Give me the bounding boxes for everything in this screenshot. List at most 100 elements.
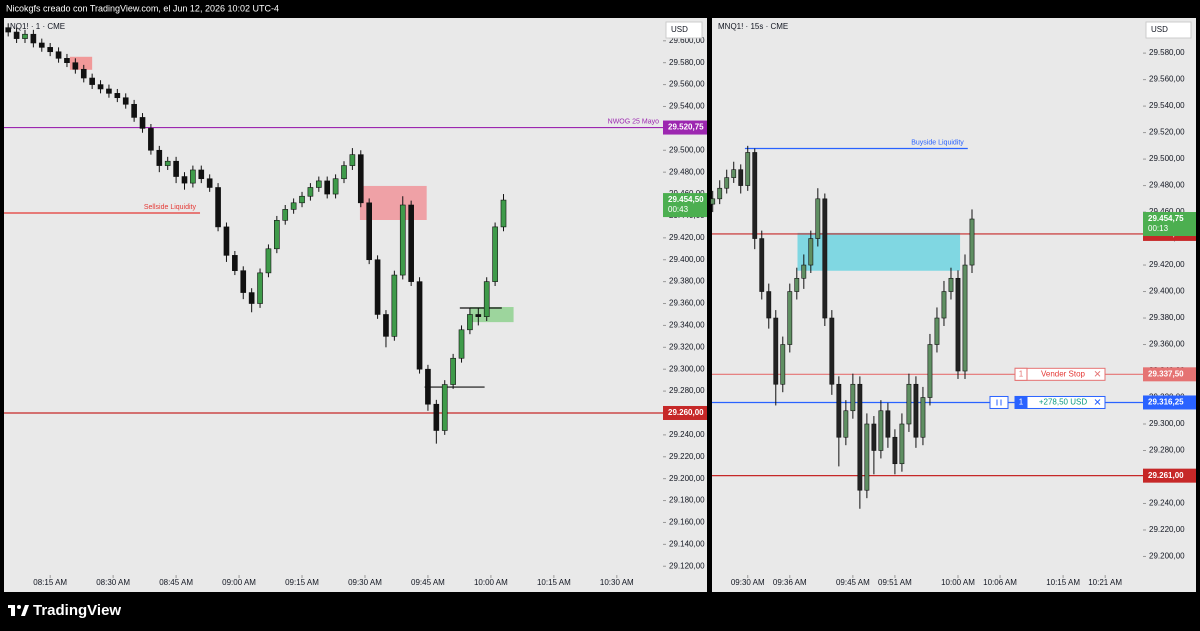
candle-body xyxy=(190,169,196,184)
y-tick-label: 29.280,00 xyxy=(1149,446,1185,455)
y-tick-label: 29.580,00 xyxy=(669,58,705,67)
order-text: Vender Stop xyxy=(1041,369,1086,378)
candle-body xyxy=(307,187,314,197)
plot xyxy=(4,23,663,444)
candle-body xyxy=(731,169,737,178)
candle-body xyxy=(458,329,465,359)
candle-body xyxy=(106,88,112,94)
candle-body xyxy=(248,292,255,304)
candle-body xyxy=(215,187,221,228)
order-qty: 1 xyxy=(1019,398,1024,407)
y-tick-label: 29.580,00 xyxy=(1149,48,1185,57)
candle-body xyxy=(829,317,835,385)
price-label: 29.260,00 xyxy=(668,408,704,417)
candle-body xyxy=(349,154,356,166)
y-tick-label: 29.380,00 xyxy=(669,277,705,286)
y-tick-label: 29.400,00 xyxy=(669,255,705,264)
candle-body xyxy=(164,160,171,166)
candle-body xyxy=(139,117,146,129)
y-tick-label: 29.400,00 xyxy=(1149,287,1185,296)
y-tick-label: 29.160,00 xyxy=(669,518,705,527)
candle-body xyxy=(97,84,104,90)
currency: USD xyxy=(671,25,688,34)
candle-body xyxy=(383,314,389,337)
y-tick-label: 29.480,00 xyxy=(1149,181,1185,190)
candle-body xyxy=(64,58,70,63)
y-tick-label: 29.600,00 xyxy=(669,36,705,45)
candle-body xyxy=(89,77,95,85)
candle-body xyxy=(962,264,968,372)
brand: TradingView xyxy=(33,602,121,619)
y-tick-label: 29.180,00 xyxy=(669,496,705,505)
candle-body xyxy=(173,160,179,177)
price-label: 29.261,00 xyxy=(1148,471,1184,480)
candle-body xyxy=(836,383,842,438)
price-label: 29.337,50 xyxy=(1148,369,1184,378)
y-tick-label: 29.500,00 xyxy=(669,145,705,154)
candle-body xyxy=(13,31,20,39)
y-tick-label: 29.560,00 xyxy=(669,80,705,89)
candle-body xyxy=(934,317,940,345)
candle-body xyxy=(745,152,751,186)
candle-body xyxy=(941,291,947,319)
candle-body xyxy=(738,169,744,186)
x-tick-label: 09:36 AM xyxy=(773,578,807,587)
price-label-box xyxy=(1143,367,1196,382)
chart-title: NQ1! · 1 · CME xyxy=(10,22,65,31)
y-tick-label: 29.240,00 xyxy=(669,430,705,439)
candle-body xyxy=(324,180,331,195)
candle-body xyxy=(955,277,961,372)
candle-body xyxy=(710,198,716,205)
y-tick-label: 29.220,00 xyxy=(669,452,705,461)
candle-body xyxy=(47,47,53,53)
candle-body xyxy=(483,281,490,317)
candle-body xyxy=(232,255,238,271)
candle-body xyxy=(357,154,364,204)
x-tick-label: 09:30 AM xyxy=(348,578,382,587)
candle-body xyxy=(500,199,507,228)
candle-body xyxy=(332,178,339,195)
y-tick-label: 29.220,00 xyxy=(1149,525,1185,534)
candle-body xyxy=(399,204,406,276)
candle-body xyxy=(815,198,821,239)
x-tick-label: 10:00 AM xyxy=(474,578,508,587)
plot: 1 Vender Stop 1 +278,50 USD xyxy=(710,145,1143,509)
candle-body xyxy=(948,277,954,292)
candle-body xyxy=(425,368,431,405)
y-tick-label: 29.300,00 xyxy=(669,364,705,373)
zone xyxy=(797,232,961,271)
panel xyxy=(4,18,707,592)
candle-body xyxy=(787,291,793,345)
candle-body xyxy=(871,423,877,451)
y-tick-label: 29.360,00 xyxy=(669,299,705,308)
candle-body xyxy=(80,68,87,79)
last-price-countdown: 00:13 xyxy=(1148,224,1169,233)
currency-box xyxy=(665,21,703,39)
y-tick-label: 29.520,00 xyxy=(1149,128,1185,137)
candle-body xyxy=(131,103,137,118)
y-tick-label: 29.340,00 xyxy=(669,321,705,330)
x-tick-label: 08:45 AM xyxy=(159,578,193,587)
x-tick-label: 09:15 AM xyxy=(285,578,319,587)
candle-body xyxy=(22,33,28,39)
x-tick-label: 08:30 AM xyxy=(96,578,130,587)
candle-body xyxy=(843,410,849,438)
level-text: NWOG 25 Mayo xyxy=(608,118,659,125)
x-tick-label: 10:06 AM xyxy=(983,578,1017,587)
y-tick-label: 29.200,00 xyxy=(1149,552,1185,561)
candle-body xyxy=(5,27,12,33)
candle-body xyxy=(780,344,786,385)
y-tick-label: 29.460,00 xyxy=(1149,207,1185,216)
candle-body xyxy=(148,128,154,151)
currency-box xyxy=(1145,21,1192,39)
panel xyxy=(712,18,1196,592)
zone xyxy=(469,307,514,323)
candle-body xyxy=(206,178,213,188)
candle-body xyxy=(850,383,856,412)
x-tick-label: 10:30 AM xyxy=(600,578,634,587)
last-price-label: 29.454,75 xyxy=(1148,214,1184,223)
candle-body xyxy=(416,281,423,370)
order-qty-box xyxy=(1014,367,1028,381)
price-label-box xyxy=(663,120,707,135)
